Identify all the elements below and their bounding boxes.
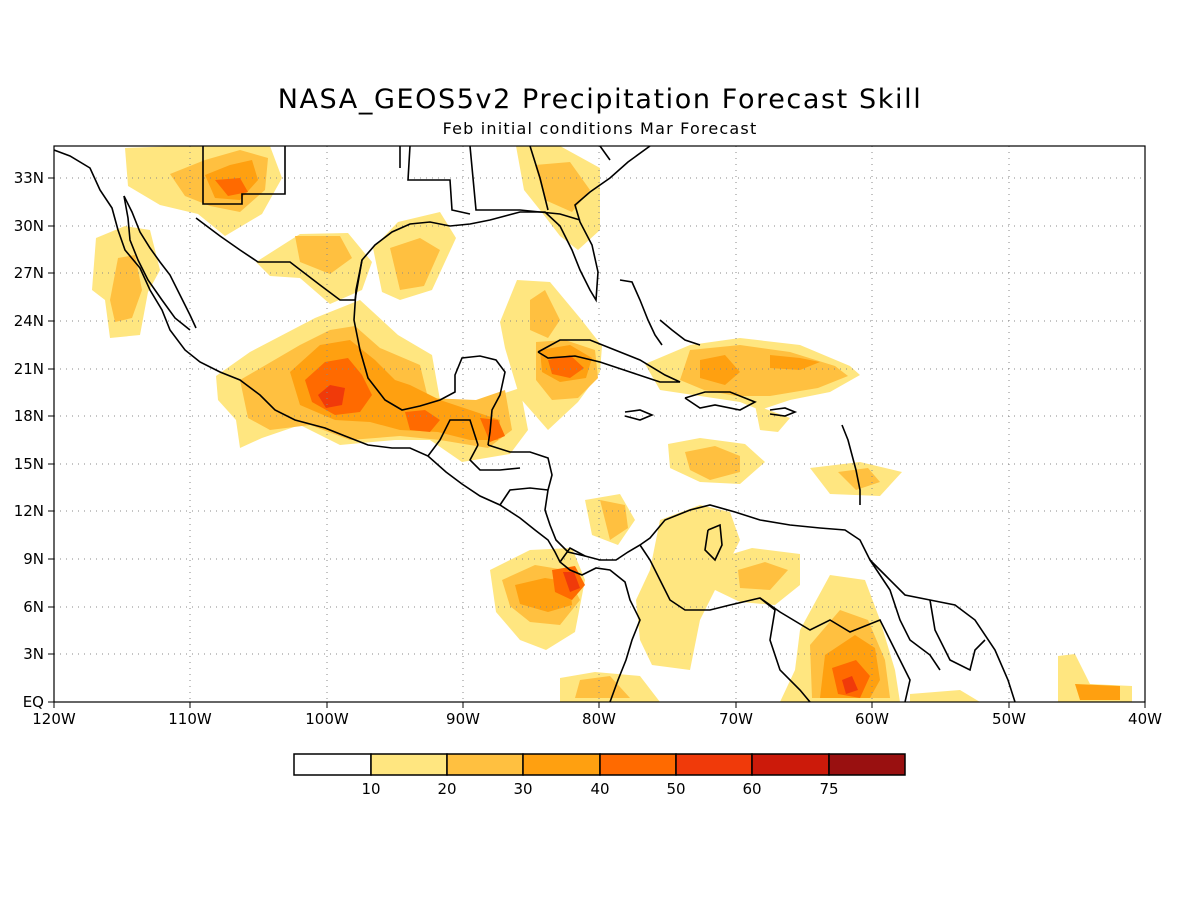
lon-label: 80W — [582, 710, 616, 728]
colorbar-label: 75 — [819, 780, 838, 798]
lat-tick-marks — [48, 177, 54, 703]
map-title: NASA_GEOS5v2 Precipitation Forecast Skil… — [277, 84, 923, 115]
lat-label: 15N — [14, 455, 44, 473]
lat-label: 9N — [23, 550, 44, 568]
lon-label: 120W — [32, 710, 76, 728]
lon-tick-marks — [53, 702, 1146, 708]
lat-label: 3N — [23, 645, 44, 663]
colorbar-label: 10 — [361, 780, 380, 798]
colorbar-swatch — [522, 753, 601, 776]
lon-label: 110W — [168, 710, 212, 728]
colorbar-label: 60 — [742, 780, 761, 798]
lon-label: 90W — [446, 710, 480, 728]
coastlines — [54, 146, 1016, 702]
lat-label: EQ — [23, 693, 44, 711]
colorbar-swatch — [751, 753, 830, 776]
lat-label: 30N — [14, 217, 44, 235]
lat-label: 24N — [14, 312, 44, 330]
lat-label: 33N — [14, 169, 44, 187]
map-subtitle: Feb initial conditions Mar Forecast — [442, 119, 758, 138]
colorbar-swatch — [675, 753, 753, 776]
lon-label: 60W — [855, 710, 889, 728]
skill-shading — [92, 146, 1132, 702]
lat-label: 27N — [14, 264, 44, 282]
colorbar-swatch — [599, 753, 677, 776]
lat-label: 21N — [14, 360, 44, 378]
colorbar-swatch — [446, 753, 524, 776]
lon-label: 100W — [305, 710, 349, 728]
lat-label: 12N — [14, 502, 44, 520]
colorbar-swatch — [293, 753, 372, 776]
colorbar-swatch — [828, 753, 906, 776]
colorbar-label: 20 — [437, 780, 456, 798]
colorbar-swatch — [370, 753, 448, 776]
lon-label: 40W — [1128, 710, 1162, 728]
colorbar-label: 30 — [513, 780, 532, 798]
colorbar-label: 40 — [590, 780, 609, 798]
colorbar: 10 20 30 40 50 60 75 — [293, 753, 906, 798]
lon-label: 70W — [719, 710, 753, 728]
colorbar-label: 50 — [666, 780, 685, 798]
lat-label: 18N — [14, 407, 44, 425]
lon-label: 50W — [992, 710, 1026, 728]
lat-label: 6N — [23, 598, 44, 616]
